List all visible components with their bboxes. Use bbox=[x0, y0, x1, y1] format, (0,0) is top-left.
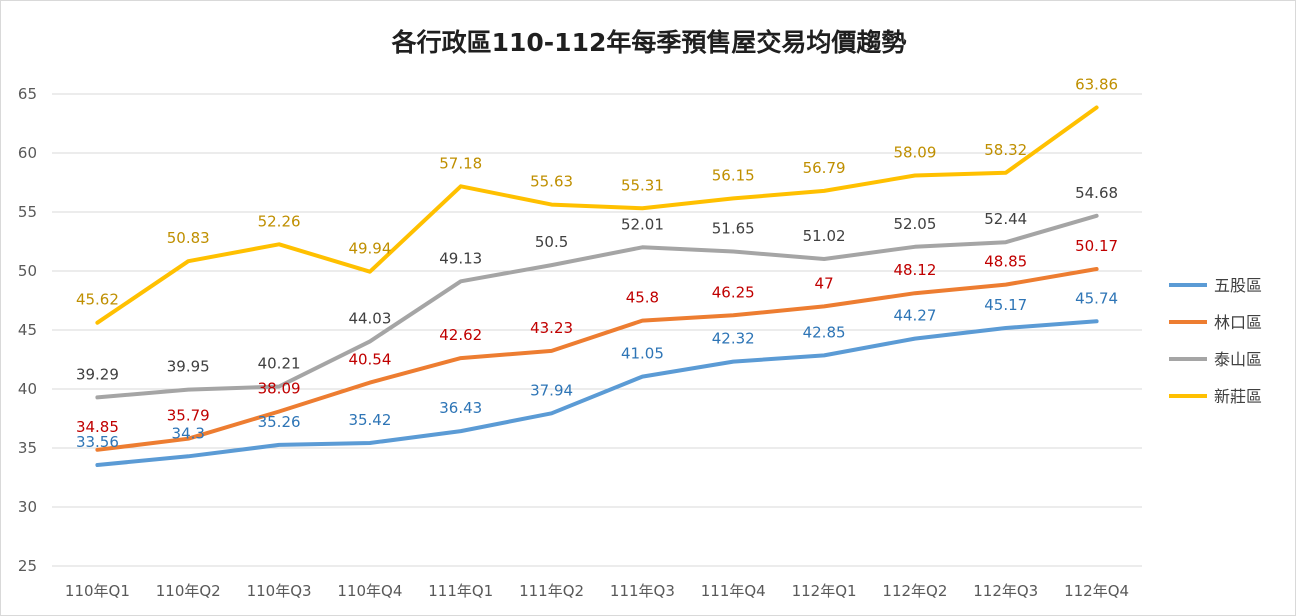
x-tick-label: 111年Q4 bbox=[701, 582, 766, 600]
y-axis-ticks: 25 30 35 40 45 50 55 60 65 bbox=[18, 85, 37, 575]
data-label: 44.27 bbox=[893, 307, 936, 325]
data-label: 38.09 bbox=[258, 380, 301, 398]
series-line-1 bbox=[95, 267, 1099, 452]
x-tick-label: 112年Q4 bbox=[1064, 582, 1129, 600]
data-label: 52.05 bbox=[893, 215, 936, 233]
data-label: 45.17 bbox=[984, 296, 1027, 314]
legend-label: 林口區 bbox=[1214, 313, 1262, 332]
data-label: 50.5 bbox=[535, 233, 568, 251]
data-label: 56.15 bbox=[712, 166, 755, 184]
data-label: 57.18 bbox=[439, 154, 482, 172]
data-label: 58.09 bbox=[893, 144, 936, 162]
data-label: 54.68 bbox=[1075, 184, 1118, 202]
series-line-3 bbox=[95, 105, 1099, 325]
x-tick-label: 110年Q3 bbox=[247, 582, 312, 600]
y-tick-label: 35 bbox=[18, 439, 37, 457]
data-label: 39.95 bbox=[167, 358, 210, 376]
data-label: 41.05 bbox=[621, 345, 664, 363]
y-tick-label: 30 bbox=[18, 498, 37, 516]
data-label: 43.23 bbox=[530, 319, 573, 337]
x-tick-label: 111年Q2 bbox=[519, 582, 584, 600]
series-lines bbox=[95, 105, 1099, 467]
y-tick-label: 55 bbox=[18, 203, 37, 221]
data-label: 35.42 bbox=[348, 411, 391, 429]
data-label: 52.44 bbox=[984, 210, 1027, 228]
x-tick-label: 112年Q1 bbox=[792, 582, 857, 600]
data-label: 56.79 bbox=[803, 159, 846, 177]
x-tick-label: 112年Q2 bbox=[882, 582, 947, 600]
series-line-2 bbox=[95, 213, 1099, 400]
legend-label: 泰山區 bbox=[1214, 350, 1262, 369]
data-label: 35.79 bbox=[167, 407, 210, 425]
data-label: 46.25 bbox=[712, 283, 755, 301]
data-label: 58.32 bbox=[984, 141, 1027, 159]
data-label: 45.74 bbox=[1075, 289, 1118, 307]
x-tick-label: 111年Q3 bbox=[610, 582, 675, 600]
x-tick-label: 110年Q4 bbox=[337, 582, 402, 600]
data-label: 40.54 bbox=[348, 351, 391, 369]
data-labels: 33.56 34.3 35.26 35.42 36.43 37.94 41.05 42.32 4… bbox=[76, 75, 1118, 451]
x-tick-label: 110年Q2 bbox=[156, 582, 221, 600]
data-label: 49.94 bbox=[348, 240, 391, 258]
data-label: 44.03 bbox=[348, 309, 391, 327]
data-label: 33.56 bbox=[76, 433, 119, 451]
data-label: 39.29 bbox=[76, 365, 119, 383]
data-label: 40.21 bbox=[258, 355, 301, 373]
legend-label: 新莊區 bbox=[1214, 387, 1262, 406]
data-label: 48.12 bbox=[893, 261, 936, 279]
y-tick-label: 65 bbox=[18, 85, 37, 103]
x-tick-label: 111年Q1 bbox=[428, 582, 493, 600]
data-label: 42.85 bbox=[803, 323, 846, 341]
y-tick-label: 45 bbox=[18, 321, 37, 339]
data-label: 36.43 bbox=[439, 399, 482, 417]
data-label: 63.86 bbox=[1075, 75, 1118, 93]
data-label: 51.02 bbox=[803, 227, 846, 245]
data-label: 45.62 bbox=[76, 291, 119, 309]
data-label: 34.85 bbox=[76, 418, 119, 436]
data-label: 47 bbox=[815, 274, 834, 292]
legend-label: 五股區 bbox=[1214, 276, 1262, 295]
data-label: 55.63 bbox=[530, 173, 573, 191]
data-label: 52.26 bbox=[258, 212, 301, 230]
data-label: 55.31 bbox=[621, 176, 664, 194]
chart-title: 各行政區110-112年每季預售屋交易均價趨勢 bbox=[391, 28, 907, 57]
data-label: 42.32 bbox=[712, 330, 755, 348]
x-axis-ticks: 110年Q1 110年Q2 110年Q3 110年Q4 111年Q1 111年Q2 111年… bbox=[65, 582, 1129, 600]
y-tick-label: 40 bbox=[18, 380, 37, 398]
x-tick-label: 110年Q1 bbox=[65, 582, 130, 600]
x-tick-label: 112年Q3 bbox=[973, 582, 1038, 600]
data-label: 35.26 bbox=[258, 413, 301, 431]
data-label: 42.62 bbox=[439, 326, 482, 344]
data-label: 50.83 bbox=[167, 229, 210, 247]
data-label: 51.65 bbox=[712, 220, 755, 238]
data-label: 45.8 bbox=[626, 289, 659, 307]
data-label: 50.17 bbox=[1075, 237, 1118, 255]
y-tick-label: 50 bbox=[18, 262, 37, 280]
data-label: 49.13 bbox=[439, 249, 482, 267]
y-tick-label: 60 bbox=[18, 144, 37, 162]
y-tick-label: 25 bbox=[18, 557, 37, 575]
data-label: 52.01 bbox=[621, 215, 664, 233]
data-label: 34.3 bbox=[172, 424, 205, 442]
data-label: 37.94 bbox=[530, 381, 573, 399]
data-label: 48.85 bbox=[984, 253, 1027, 271]
series-line-0 bbox=[95, 319, 1099, 467]
